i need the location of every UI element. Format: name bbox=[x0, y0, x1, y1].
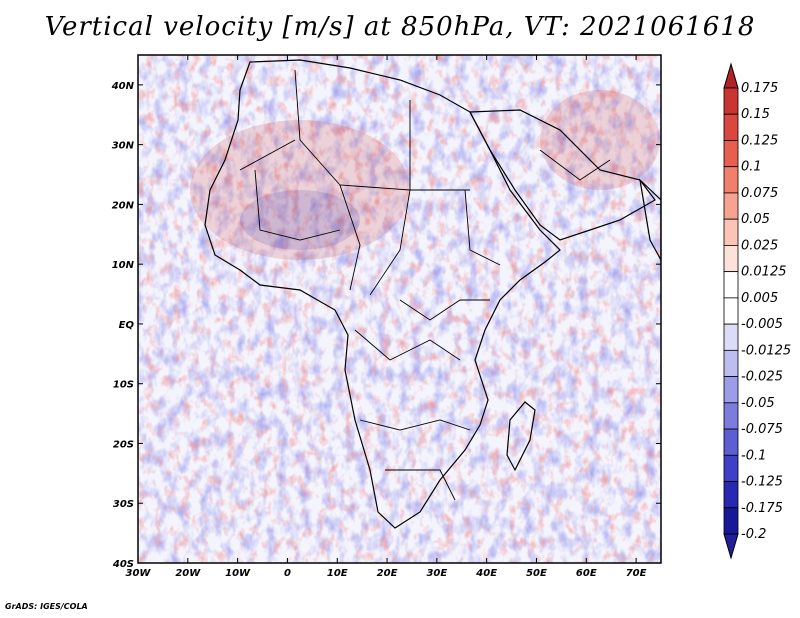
colorbar-label: 0.005 bbox=[741, 291, 778, 306]
lon-tick-label: 50E bbox=[526, 568, 547, 579]
madagascar-coastline bbox=[506, 401, 536, 472]
borders bbox=[239, 69, 611, 501]
lat-tick-label: 40S bbox=[112, 559, 134, 570]
lon-tick-label: 10W bbox=[225, 568, 251, 579]
colorbar-label: -0.1 bbox=[741, 448, 766, 463]
colorbar-label: 0.0125 bbox=[741, 265, 787, 280]
colorbar-swatch bbox=[723, 428, 739, 456]
colorbar-swatch bbox=[723, 166, 739, 194]
colorbar: 0.175 0.15 0.125 0.1 0.075 0.05 0.025 0.0125 0.0… bbox=[723, 62, 791, 560]
colorbar-swatch bbox=[723, 87, 739, 115]
lon-tick-label: 20E bbox=[377, 568, 398, 579]
lat-tick-label: EQ bbox=[119, 320, 135, 331]
lon-tick-label: 10E bbox=[327, 568, 348, 579]
colorbar-swatch bbox=[723, 192, 739, 220]
plot-frame bbox=[137, 54, 662, 564]
colorbar-swatch bbox=[723, 323, 739, 351]
colorbar-label: -0.005 bbox=[741, 317, 783, 332]
colorbar-label: 0.025 bbox=[741, 238, 778, 253]
india-coastline bbox=[639, 178, 661, 261]
credit-label: GrADS: IGES/COLA bbox=[5, 602, 88, 611]
colorbar-label: -0.125 bbox=[741, 475, 783, 490]
arabia-coastline bbox=[469, 109, 656, 241]
colorbar-label: 0.1 bbox=[741, 160, 762, 175]
colorbar-swatch bbox=[723, 140, 739, 168]
colorbar-swatch bbox=[723, 113, 739, 141]
lat-tick-label: 20N bbox=[112, 200, 135, 211]
colorbar-label: -0.0125 bbox=[741, 343, 791, 358]
lon-tick-label: 70E bbox=[626, 568, 647, 579]
colorbar-label: 0.05 bbox=[741, 212, 770, 227]
colorbar-swatch bbox=[723, 376, 739, 404]
lat-tick-label: 10N bbox=[112, 260, 135, 271]
colorbar-label: -0.2 bbox=[741, 527, 766, 542]
colorbar-label: 0.125 bbox=[741, 133, 778, 148]
colorbar-label: 0.175 bbox=[741, 81, 778, 96]
colorbar-swatch bbox=[723, 481, 739, 509]
colorbar-label: 0.15 bbox=[741, 107, 770, 122]
lon-tick-label: 30E bbox=[426, 568, 447, 579]
coastlines bbox=[204, 59, 661, 529]
colorbar-label: -0.025 bbox=[741, 370, 783, 385]
colorbar-swatch bbox=[723, 454, 739, 482]
velocity-field bbox=[138, 55, 661, 563]
lat-tick-label: 30S bbox=[113, 499, 134, 510]
colorbar-swatch bbox=[723, 507, 739, 535]
colorbar-swatch bbox=[723, 218, 739, 246]
colorbar-swatch bbox=[723, 349, 739, 377]
lon-tick-label: 20W bbox=[175, 568, 201, 579]
colorbar-label: 0.075 bbox=[741, 186, 778, 201]
lon-tick-label: 0 bbox=[284, 568, 291, 579]
colorbar-label: -0.075 bbox=[741, 422, 783, 437]
colorbar-swatch bbox=[723, 402, 739, 430]
axis-ticks: 30W 20W 10W 0 10E 20E 30E 40E 50E 60E 70E 40N 30N 20N… bbox=[111, 55, 661, 579]
lat-tick-label: 40N bbox=[111, 81, 135, 92]
colorbar-swatch bbox=[723, 245, 739, 273]
colorbar-bottom-arrow bbox=[723, 533, 739, 560]
colorbar-top-arrow bbox=[723, 62, 739, 89]
colorbar-label: -0.05 bbox=[741, 396, 775, 411]
lon-tick-label: 40E bbox=[475, 568, 497, 579]
lon-tick-label: 30W bbox=[126, 568, 152, 579]
map-title: Vertical velocity [m/s] at 850hPa, VT: 2… bbox=[44, 12, 756, 42]
lat-tick-label: 30N bbox=[112, 141, 135, 152]
lon-tick-label: 60E bbox=[576, 568, 597, 579]
colorbar-swatch bbox=[723, 271, 739, 299]
colorbar-swatch bbox=[723, 297, 739, 325]
lat-tick-label: 20S bbox=[113, 439, 134, 450]
lat-tick-label: 10S bbox=[113, 380, 134, 391]
colorbar-label: -0.175 bbox=[741, 501, 783, 516]
